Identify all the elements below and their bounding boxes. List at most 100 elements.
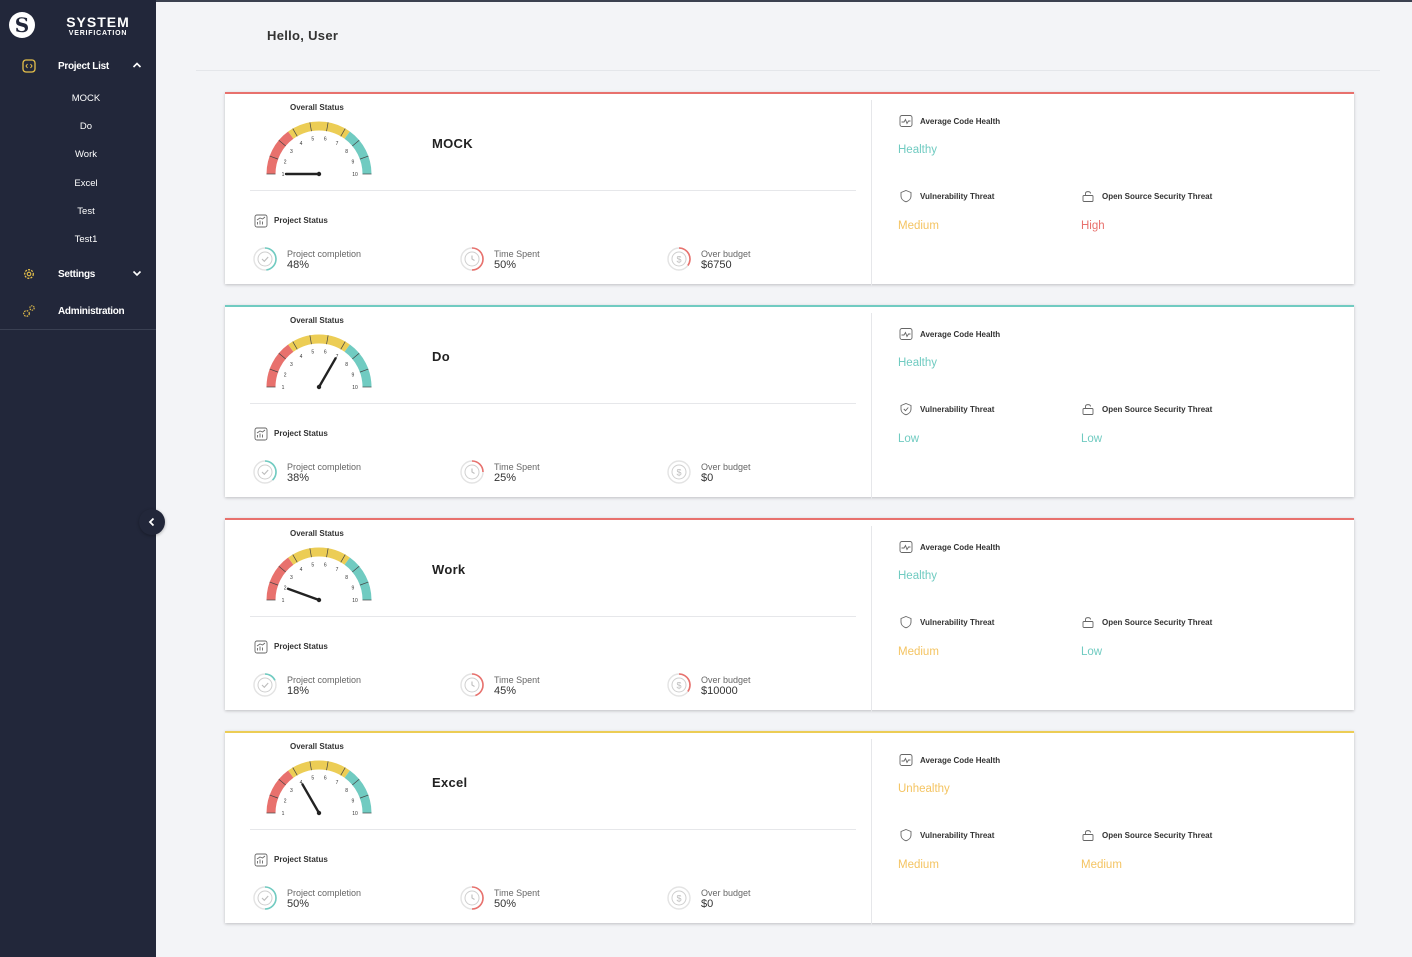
gauge-tick-label: 2 <box>284 586 287 592</box>
gauge-tick-label: 5 <box>311 776 314 782</box>
gauge-segment <box>266 344 294 388</box>
vulnerability-label: Vulnerability Threat <box>920 618 995 627</box>
time-spent-value: 45% <box>494 685 517 697</box>
svg-text:$: $ <box>676 467 681 477</box>
shield-icon <box>899 828 913 842</box>
code-health-value: Healthy <box>898 144 937 156</box>
sidebar-project-excel[interactable]: Excel <box>74 178 98 189</box>
project-status-chart-icon <box>254 427 268 441</box>
sidebar: S SYSTEM VERIFICATION Project List MOCK … <box>0 0 156 957</box>
project-status-label: Project Status <box>274 855 328 864</box>
time-spent-value: 50% <box>494 898 517 910</box>
gauge-tick <box>359 581 369 586</box>
gauge-tick-label: 3 <box>290 575 293 581</box>
card-column-divider <box>871 100 872 286</box>
gauge-tick-label: 1 <box>282 385 285 391</box>
gauge-tick <box>326 335 329 345</box>
over-budget-value: $0 <box>701 898 714 910</box>
gauge-tick-label: 9 <box>351 373 354 379</box>
sidebar-project-mock[interactable]: MOCK <box>71 93 101 104</box>
code-health-icon <box>899 327 913 341</box>
sidebar-item-label: Administration <box>58 306 125 317</box>
gauge-hub <box>316 171 322 177</box>
sidebar-item-settings[interactable]: Settings <box>0 261 156 287</box>
gauge-tick <box>359 155 369 160</box>
collapse-sidebar-button[interactable] <box>139 509 165 535</box>
top-border <box>0 0 1412 2</box>
svg-text:$: $ <box>676 893 681 903</box>
over-budget-label: Over budget <box>701 675 751 685</box>
project-card-do[interactable]: Overall Status 1 2 3 4 5 6 7 8 9 10 Do Project Statu… <box>225 305 1354 499</box>
overall-status-label: Overall Status <box>290 316 344 325</box>
sidebar-project-work[interactable]: Work <box>75 149 97 160</box>
project-name[interactable]: Do <box>432 349 450 364</box>
vulnerability-label: Vulnerability Threat <box>920 192 995 201</box>
vulnerability-value: Medium <box>898 220 939 232</box>
gauge-tick-label: 3 <box>290 149 293 155</box>
dollar-icon-graphic: $ <box>667 460 691 484</box>
chevron-down-icon[interactable] <box>131 267 143 279</box>
gauge-tick-label: 5 <box>311 137 314 143</box>
project-completion-value: 50% <box>287 898 310 910</box>
gauge-tick-label: 1 <box>282 811 285 817</box>
code-health-icon <box>899 540 913 554</box>
dollar-icon: $ <box>666 459 692 485</box>
sidebar-item-project-list[interactable]: Project List <box>0 53 156 79</box>
gauge-tick-label: 3 <box>290 788 293 794</box>
shield-icon <box>899 189 913 203</box>
over-budget-label: Over budget <box>701 462 751 472</box>
oss-threat-value: Low <box>1081 433 1103 445</box>
gauge-needle <box>317 357 337 389</box>
project-completion-label: Project completion <box>287 675 362 685</box>
oss-threat-label: Open Source Security Threat <box>1102 192 1213 201</box>
project-card-excel[interactable]: Overall Status 1 2 3 4 5 6 7 8 9 10 Excel Project St… <box>225 731 1354 925</box>
gauge-tick <box>309 761 312 771</box>
completion-ring-icon-graphic <box>253 886 277 910</box>
gauge-tick-label: 2 <box>284 373 287 379</box>
sidebar-project-test[interactable]: Test <box>77 206 95 217</box>
project-name[interactable]: Excel <box>432 775 468 790</box>
completion-ring-icon <box>252 672 278 698</box>
gears-icon <box>22 304 36 318</box>
page-greeting: Hello, User <box>267 28 339 43</box>
gauge-tick-label: 1 <box>282 598 285 604</box>
project-card-work[interactable]: Overall Status 1 2 3 4 5 6 7 8 9 10 Work Project Sta… <box>225 518 1354 712</box>
gauge-segment <box>266 131 294 175</box>
gauge-tick <box>278 778 286 786</box>
gauge-tick-label: 10 <box>352 172 358 178</box>
gauge-tick-label: 4 <box>300 354 303 360</box>
gauge-tick-label: 2 <box>284 160 287 166</box>
completion-ring-icon <box>252 885 278 911</box>
gauge-hub <box>316 597 322 603</box>
overall-status-label: Overall Status <box>290 742 344 751</box>
gauge-segment <box>288 547 350 565</box>
gauge-segment <box>344 770 372 814</box>
gauge-tick-label: 7 <box>336 354 339 360</box>
project-card-mock[interactable]: Overall Status 1 2 3 4 5 6 7 8 9 10 MOCK Project Sta… <box>225 92 1354 286</box>
gauge-container: 1 2 3 4 5 6 7 8 9 10 <box>263 753 375 822</box>
gauge-tick-label: 9 <box>351 160 354 166</box>
gauge-container: 1 2 3 4 5 6 7 8 9 10 <box>263 540 375 609</box>
chevron-up-icon[interactable] <box>131 59 143 71</box>
gauge-tick-label: 9 <box>351 799 354 805</box>
clock-icon <box>459 246 485 272</box>
sidebar-project-do[interactable]: Do <box>79 121 93 132</box>
project-name[interactable]: MOCK <box>432 136 473 151</box>
gauge-tick <box>269 368 279 373</box>
project-completion-label: Project completion <box>287 462 362 472</box>
sidebar-item-administration[interactable]: Administration <box>0 298 156 324</box>
gauge-segment <box>288 121 350 139</box>
project-status-label: Project Status <box>274 216 328 225</box>
dollar-icon: $ <box>666 246 692 272</box>
vulnerability-value: Medium <box>898 859 939 871</box>
gauge-tick-label: 4 <box>300 780 303 786</box>
sidebar-project-test1[interactable]: Test1 <box>74 234 98 245</box>
brand-logo-icon[interactable]: S <box>9 12 35 38</box>
gauge-tick-label: 10 <box>352 598 358 604</box>
svg-text:$: $ <box>676 254 681 264</box>
gauge-tick <box>292 128 298 137</box>
code-health-icon <box>899 114 913 128</box>
project-status-chart-icon <box>254 640 268 654</box>
project-name[interactable]: Work <box>432 562 466 577</box>
